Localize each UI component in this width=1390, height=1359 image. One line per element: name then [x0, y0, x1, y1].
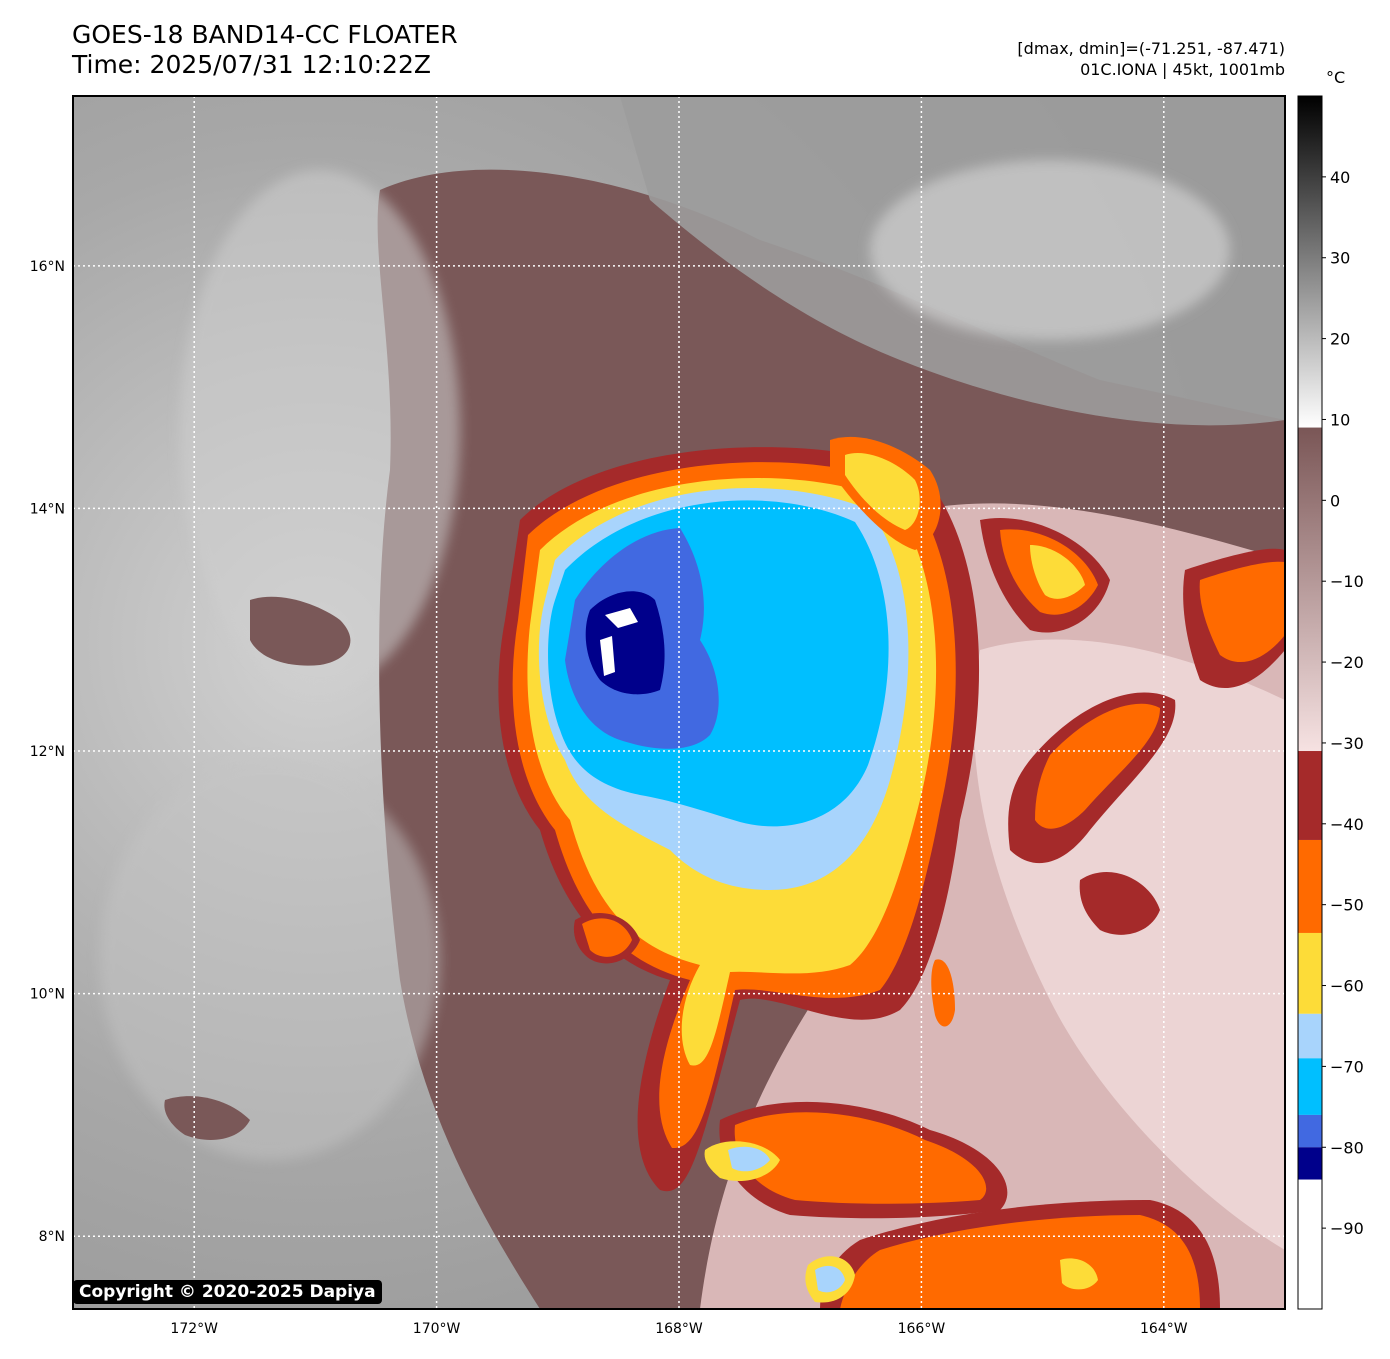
longitude-label: 164°W — [1140, 1321, 1188, 1337]
cloud-swirl-west — [180, 170, 460, 690]
map-frame — [72, 95, 1286, 1310]
latitude-label: 8°N — [39, 1229, 65, 1245]
copyright-label: Copyright © 2020-2025 Dapiya — [73, 1280, 382, 1304]
core-white — [600, 608, 638, 676]
band-east-1y — [1030, 545, 1085, 599]
band-south-1o — [734, 1112, 987, 1204]
latitude-label: 10°N — [30, 987, 65, 1003]
latitude-labels: 16°N 14°N 12°N 10°N 8°N — [30, 259, 65, 1245]
band-south-2b — [815, 1265, 845, 1293]
cloud-cluster-southwest — [100, 760, 440, 1160]
brown-patch-west — [250, 596, 351, 666]
map-title: GOES-18 BAND14-CC FLOATER Time: 2025/07/… — [72, 20, 458, 80]
band-east-4 — [1079, 871, 1160, 935]
temperature-range-text: [dmax, dmin]=(-71.251, -87.471) — [1017, 39, 1285, 58]
band-south-2o — [840, 1215, 1200, 1309]
title-product: GOES-18 BAND14-CC FLOATER — [72, 20, 458, 49]
cloud-cluster-northeast — [870, 160, 1230, 340]
band-east-right — [1060, 1258, 1098, 1290]
brown-patch-southwest — [164, 1096, 250, 1140]
band-south-1b — [728, 1146, 770, 1172]
graticule — [73, 96, 1285, 1309]
longitude-label: 166°W — [898, 1321, 946, 1337]
longitude-label: 172°W — [170, 1321, 218, 1337]
band-north-east-yellow — [845, 452, 920, 530]
longitude-labels: 172°W 170°W 168°W 166°W 164°W — [170, 1321, 1187, 1337]
storm-info: [dmax, dmin]=(-71.251, -87.471) 01C.IONA… — [1017, 38, 1285, 80]
colorbar-unit: °C — [1326, 68, 1346, 87]
band-south-west-o — [582, 918, 632, 957]
band-east-3o — [1035, 703, 1160, 829]
longitude-label: 170°W — [413, 1321, 461, 1337]
latitude-label: 14°N — [30, 501, 65, 517]
latitude-label: 12°N — [30, 744, 65, 760]
latitude-label: 16°N — [30, 259, 65, 275]
title-time: Time: 2025/07/31 12:10:22Z — [72, 50, 431, 79]
longitude-label: 168°W — [655, 1321, 703, 1337]
storm-id-text: 01C.IONA | 45kt, 1001mb — [1080, 60, 1285, 79]
band-east-2o — [1199, 561, 1285, 663]
